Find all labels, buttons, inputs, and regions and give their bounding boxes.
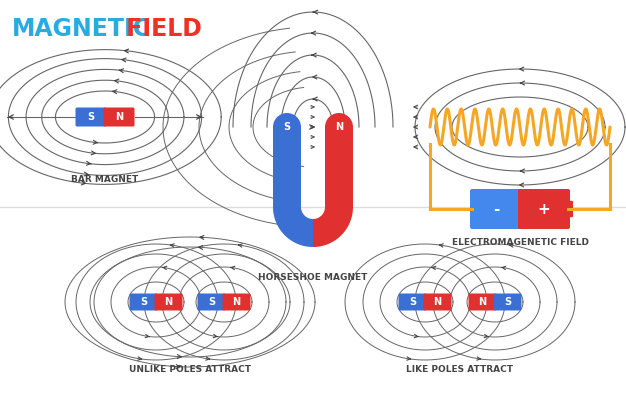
- Text: N: N: [165, 297, 173, 307]
- Text: HORSESHOE MAGNET: HORSESHOE MAGNET: [259, 272, 367, 281]
- FancyBboxPatch shape: [273, 127, 301, 207]
- FancyBboxPatch shape: [325, 127, 353, 207]
- Text: S: S: [504, 297, 511, 307]
- FancyBboxPatch shape: [470, 189, 522, 229]
- FancyBboxPatch shape: [493, 294, 521, 311]
- FancyBboxPatch shape: [103, 108, 135, 126]
- Text: N: N: [232, 297, 240, 307]
- FancyBboxPatch shape: [130, 294, 158, 311]
- Polygon shape: [273, 207, 313, 247]
- FancyBboxPatch shape: [424, 294, 451, 311]
- Text: BAR MAGNET: BAR MAGNET: [71, 174, 138, 183]
- FancyBboxPatch shape: [468, 294, 496, 311]
- Text: -: -: [493, 201, 499, 216]
- Text: S: S: [88, 112, 95, 122]
- FancyBboxPatch shape: [76, 108, 106, 126]
- Text: N: N: [115, 112, 123, 122]
- Text: N: N: [335, 122, 343, 132]
- Text: FIELD: FIELD: [118, 17, 202, 41]
- FancyBboxPatch shape: [518, 189, 570, 229]
- FancyBboxPatch shape: [197, 294, 225, 311]
- Text: N: N: [478, 297, 486, 307]
- Text: MAGNETIC: MAGNETIC: [12, 17, 151, 41]
- FancyBboxPatch shape: [155, 294, 183, 311]
- Circle shape: [273, 113, 301, 141]
- Text: S: S: [284, 122, 290, 132]
- FancyBboxPatch shape: [399, 294, 426, 311]
- Text: S: S: [409, 297, 416, 307]
- Text: UNLIKE POLES ATTRACT: UNLIKE POLES ATTRACT: [129, 365, 251, 374]
- Text: S: S: [140, 297, 147, 307]
- Polygon shape: [313, 207, 353, 247]
- Text: ELECTROMAGENETIC FIELD: ELECTROMAGENETIC FIELD: [451, 238, 588, 246]
- Text: S: S: [208, 297, 215, 307]
- Circle shape: [325, 113, 353, 141]
- Text: N: N: [433, 297, 441, 307]
- Text: LIKE POLES ATTRACT: LIKE POLES ATTRACT: [406, 365, 513, 374]
- Text: +: +: [538, 201, 550, 216]
- FancyBboxPatch shape: [567, 201, 573, 217]
- FancyBboxPatch shape: [222, 294, 250, 311]
